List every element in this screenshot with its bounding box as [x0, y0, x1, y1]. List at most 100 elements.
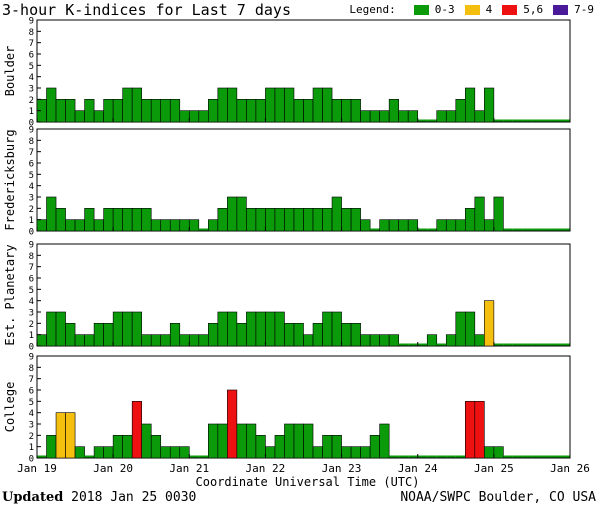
k-index-bar — [464, 311, 476, 347]
k-index-bar — [150, 219, 162, 232]
k-index-bar — [122, 87, 133, 123]
x-tick-label: Jan 22 — [246, 462, 286, 475]
x-tick-label: Jan 23 — [322, 462, 362, 475]
k-index-bar — [179, 219, 190, 232]
k-index-bar — [217, 311, 228, 347]
panel-label: College — [3, 382, 17, 433]
k-index-bar — [198, 110, 209, 123]
k-index-bar — [65, 219, 76, 232]
y-tick-label: 9 — [29, 17, 34, 27]
y-tick-label: 3 — [29, 85, 34, 95]
y-tick-label: 1 — [29, 443, 34, 453]
k-index-bar — [131, 208, 142, 232]
k-index-bar — [360, 334, 371, 347]
k-index-bar — [436, 110, 447, 123]
y-tick-label: 0 — [29, 228, 34, 238]
k-index-bar — [188, 334, 200, 347]
k-index-bar — [322, 311, 333, 347]
k-index-bar — [265, 208, 276, 232]
k-index-bar — [350, 446, 361, 459]
k-index-bar — [179, 110, 190, 123]
k-index-bar — [246, 208, 257, 232]
k-index-bar — [65, 99, 76, 123]
k-index-bar — [341, 323, 352, 347]
y-tick-label: 2 — [29, 96, 34, 106]
k-index-bar — [84, 334, 95, 347]
k-index-bar — [179, 446, 190, 459]
y-tick-label: 5 — [29, 286, 34, 296]
y-tick-label: 0 — [29, 455, 34, 465]
k-index-bar — [255, 208, 266, 232]
y-tick-label: 3 — [29, 421, 34, 431]
k-index-bar — [484, 219, 495, 232]
y-tick-label: 8 — [29, 28, 34, 38]
k-index-bar — [312, 87, 323, 123]
k-index-bar — [46, 311, 57, 347]
k-index-bar — [350, 99, 361, 123]
k-index-bar — [169, 323, 181, 347]
k-index-bar — [388, 334, 399, 347]
legend-item-label: 4 — [485, 3, 493, 16]
k-index-bar — [464, 208, 476, 232]
k-index-bar — [407, 219, 419, 232]
k-index-bar — [217, 423, 228, 459]
k-index-bar — [474, 334, 485, 347]
k-index-bar — [179, 334, 190, 347]
y-tick-label: 6 — [29, 51, 34, 61]
k-index-bar — [265, 311, 276, 347]
k-index-bar — [398, 110, 409, 123]
k-index-bar — [445, 334, 457, 347]
legend-item-label: 7-9 — [574, 3, 594, 16]
legend-item-7-9: 7-9 — [553, 3, 594, 16]
panel-label: Fredericksburg — [3, 129, 17, 230]
k-index-bar — [331, 435, 342, 459]
y-tick-label: 8 — [29, 252, 34, 262]
k-index-bar — [474, 401, 485, 459]
k-index-bar — [293, 208, 304, 232]
y-tick-label: 4 — [29, 297, 34, 307]
k-index-bar — [341, 99, 352, 123]
y-tick-label: 1 — [29, 107, 34, 117]
y-tick-label: 4 — [29, 409, 34, 419]
legend: Legend: 0-3 4 5,6 7-9 — [349, 3, 594, 16]
k-index-bar — [493, 446, 504, 459]
k-index-bar — [55, 208, 66, 232]
y-tick-label: 9 — [29, 353, 34, 363]
k-index-bar — [227, 311, 238, 347]
y-tick-label: 7 — [29, 39, 34, 49]
k-index-bar — [255, 99, 266, 123]
k-index-bar — [74, 219, 85, 232]
k-index-bar — [284, 323, 295, 347]
k-index-bar — [331, 196, 342, 232]
k-index-bar — [236, 99, 247, 123]
y-tick-label: 6 — [29, 387, 34, 397]
y-tick-label: 6 — [29, 275, 34, 285]
k-index-bar — [188, 219, 200, 232]
k-index-bar — [284, 208, 295, 232]
k-index-bar — [141, 423, 152, 459]
k-index-bar — [84, 99, 95, 123]
legend-item-0-3: 0-3 — [413, 3, 455, 16]
k-index-bar — [36, 219, 47, 232]
k-index-bar — [322, 435, 333, 459]
k-index-bar — [445, 219, 457, 232]
k-index-bar — [388, 219, 399, 232]
k-index-bar — [122, 208, 133, 232]
k-index-bar — [312, 323, 323, 347]
x-tick-label: Jan 25 — [474, 462, 514, 475]
k-index-bar — [198, 334, 209, 347]
k-index-bar — [227, 389, 238, 459]
y-tick-label: 3 — [29, 309, 34, 319]
k-index-bar — [74, 334, 85, 347]
k-index-bar — [55, 311, 66, 347]
x-tick-label: Jan 20 — [93, 462, 133, 475]
k-index-bar — [455, 99, 466, 123]
x-tick-label: Jan 19 — [17, 462, 57, 475]
k-index-bar — [274, 208, 285, 232]
k-index-bar — [436, 219, 447, 232]
k-index-bar — [360, 110, 371, 123]
k-index-bar — [484, 87, 495, 123]
k-index-bar — [46, 196, 57, 232]
k-index-bar — [217, 87, 228, 123]
